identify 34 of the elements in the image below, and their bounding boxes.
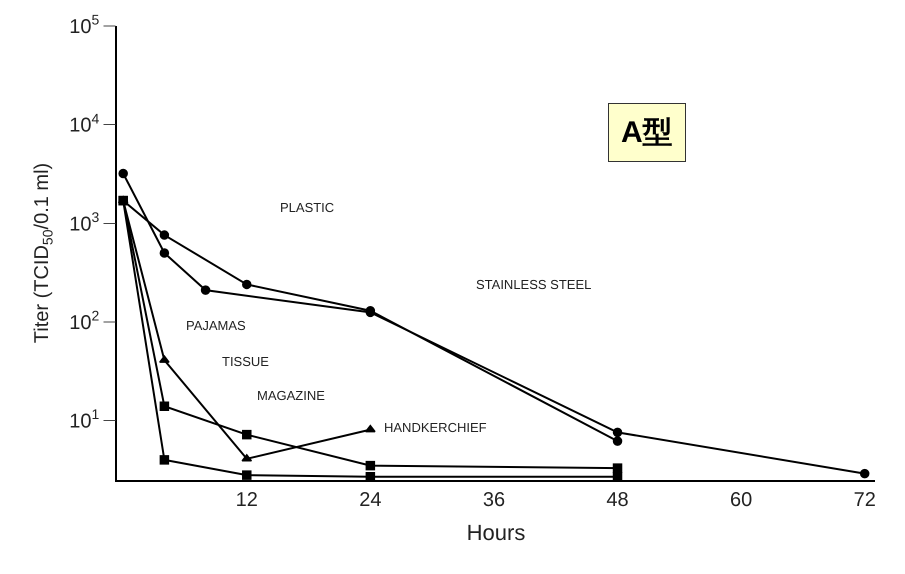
annotation: TISSUE <box>222 354 270 369</box>
x-tick-label: 48 <box>606 488 629 511</box>
point <box>200 285 210 295</box>
annotation: STAINLESS STEEL <box>476 277 592 292</box>
point <box>160 455 170 465</box>
x-tick-label: 60 <box>730 488 752 511</box>
point <box>160 401 170 411</box>
y-tick-label: 10$^{2}$ <box>69 308 100 334</box>
annotation: PAJAMAS <box>186 318 246 333</box>
x-tick-label: 24 <box>359 488 382 511</box>
x-tick-label: 72 <box>854 488 876 511</box>
point <box>118 168 128 178</box>
point <box>366 460 376 470</box>
x-tick-label: 12 <box>236 488 258 511</box>
point <box>242 470 252 480</box>
x-tick-label: 36 <box>482 488 506 511</box>
annotation: A型 <box>621 116 673 149</box>
point <box>612 428 622 438</box>
point <box>860 468 870 478</box>
y-tick-label: 10$^{4}$ <box>69 110 100 137</box>
y-tick-label: 10$^{5}$ <box>69 12 100 38</box>
y-tick-label: 10$^{3}$ <box>69 208 100 236</box>
point <box>160 248 170 258</box>
x-axis-title: Hours <box>466 520 526 546</box>
point <box>242 280 252 290</box>
annotation: PLASTIC <box>280 200 334 215</box>
point <box>612 436 622 446</box>
point <box>612 463 622 473</box>
point <box>160 230 170 240</box>
annotation: HANDKERCHIEF <box>384 420 487 435</box>
y-tick-label: 10$^{1}$ <box>69 406 100 433</box>
point <box>159 355 170 363</box>
point <box>242 430 252 440</box>
annotation: MAGAZINE <box>257 388 326 403</box>
